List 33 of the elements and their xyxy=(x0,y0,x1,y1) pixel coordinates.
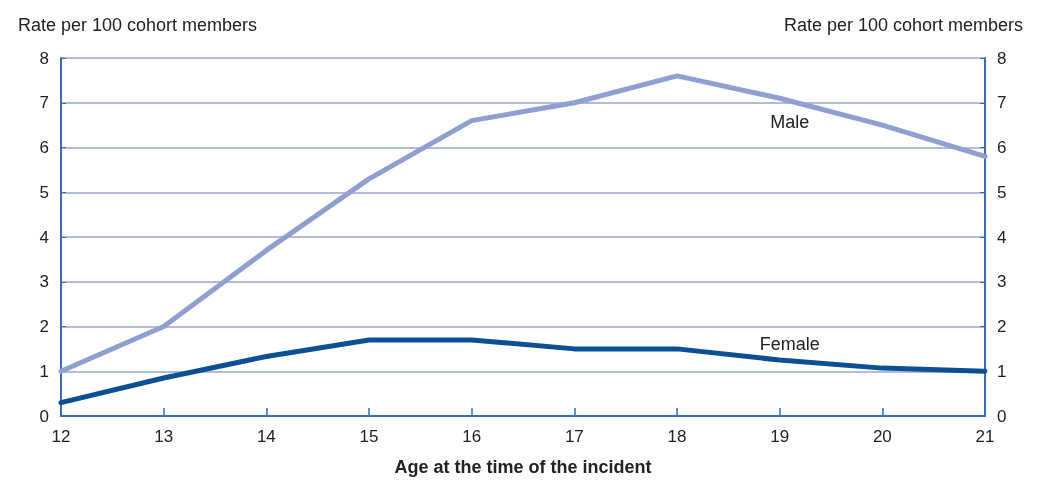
x-tick-label: 12 xyxy=(51,427,71,446)
y-axis-title: Rate per 100 cohort members xyxy=(18,15,258,35)
x-tick-label: 14 xyxy=(256,427,276,446)
y2-tick-label: 2 xyxy=(997,317,1007,336)
x-tick-label: 13 xyxy=(154,427,174,446)
y2-tick-label: 6 xyxy=(997,138,1007,157)
x-tick-label: 18 xyxy=(667,427,687,446)
x-tick-label: 16 xyxy=(462,427,482,446)
series-label: Female xyxy=(759,334,820,355)
y-tick-label: 8 xyxy=(39,48,49,68)
x-tick-label: 17 xyxy=(564,427,584,446)
y2-tick-label: 8 xyxy=(997,48,1007,68)
y-tick-label: 0 xyxy=(39,406,49,426)
x-tick-label: 20 xyxy=(872,427,892,446)
x-tick-label: 15 xyxy=(359,427,379,446)
y2-tick-label: 1 xyxy=(997,361,1007,381)
y-tick-label: 4 xyxy=(39,227,49,247)
y-tick-label: 5 xyxy=(39,182,49,202)
y-tick-label: 3 xyxy=(39,272,49,292)
y2-tick-label: 0 xyxy=(997,406,1007,426)
y2-tick-label: 3 xyxy=(997,272,1007,292)
y-tick-label: 7 xyxy=(39,93,49,113)
y-tick-label: 1 xyxy=(39,361,49,381)
x-tick-label: 19 xyxy=(770,427,790,446)
y2-axis-title: Rate per 100 cohort members xyxy=(783,15,1024,35)
y2-tick-label: 4 xyxy=(997,227,1007,247)
x-axis-title: Age at the time of the incident xyxy=(394,457,652,477)
y-tick-label: 2 xyxy=(39,317,49,336)
y2-tick-label: 5 xyxy=(997,182,1007,202)
x-tick-label: 21 xyxy=(975,427,995,446)
y2-tick-label: 7 xyxy=(997,93,1007,113)
series-label: Male xyxy=(770,112,810,133)
y-tick-label: 6 xyxy=(39,138,49,157)
